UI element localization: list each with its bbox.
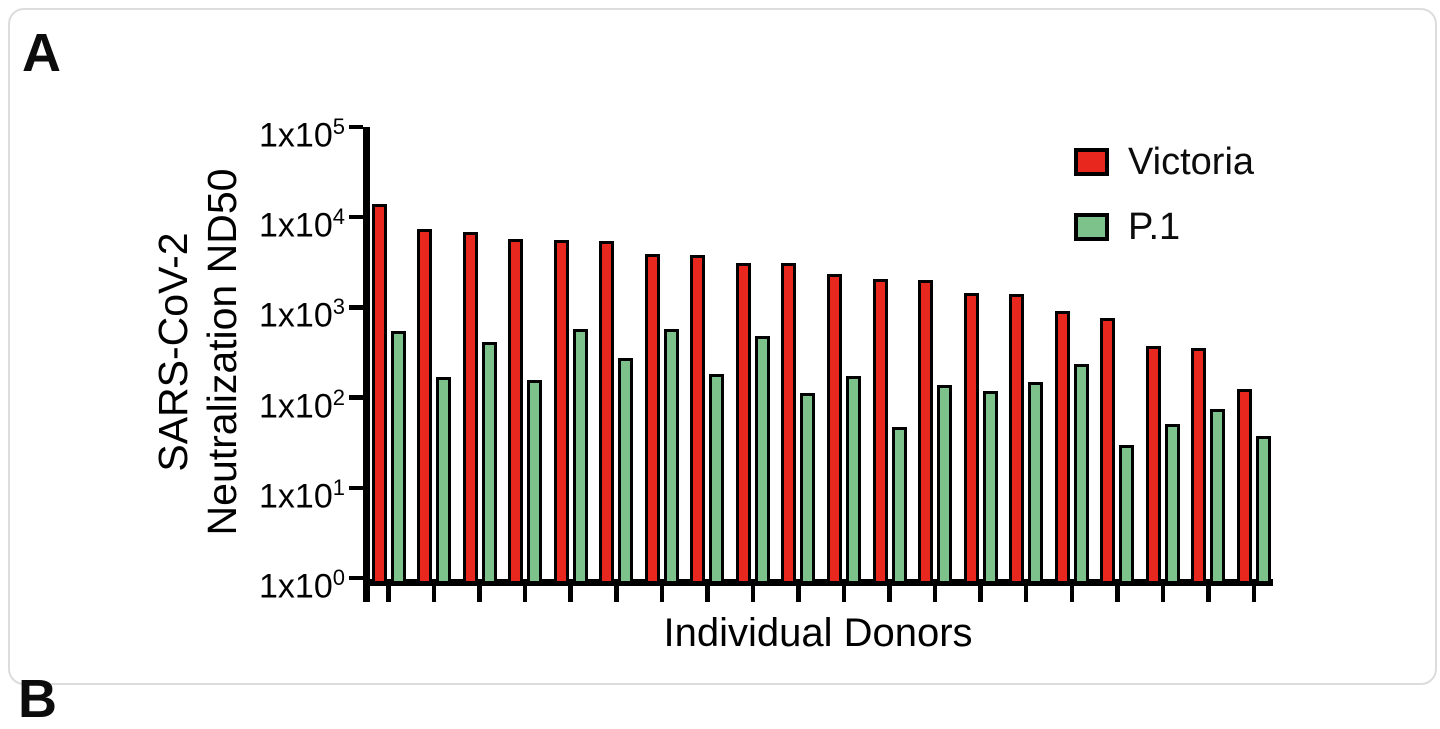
bar-victoria-3 [462,231,478,584]
y-tick-label-1e1: 1x101 [259,474,345,516]
x-tick-donor-11 [841,579,847,602]
p1-legend-swatch [1074,213,1109,241]
bar-p1-6 [618,357,634,584]
panel-a-label: A [22,23,61,83]
x-tick-donor-19 [1206,579,1211,602]
bar-victoria-5 [553,239,569,584]
bar-p1-12 [891,426,907,584]
bar-victoria-16 [1054,310,1070,584]
x-tick-donor-9 [750,579,756,602]
bar-p1-3 [481,341,497,584]
x-tick-donor-5 [568,579,573,602]
bar-p1-9 [754,335,770,584]
x-tick-donor-3 [477,579,482,602]
x-tick-donor-10 [796,579,801,602]
bar-p1-11 [846,376,861,584]
legend-item-p1: P.1 [1074,208,1180,246]
x-tick-donor-6 [614,579,619,602]
x-tick-donor-4 [522,579,528,602]
bar-victoria-6 [599,241,615,584]
x-tick-donor-17 [1115,579,1120,602]
bar-victoria-13 [918,279,934,584]
y-tick-label-1e2: 1x102 [259,384,345,426]
bar-p1-5 [572,329,588,584]
bar-victoria-12 [872,278,888,584]
y-tick-1e5 [349,124,363,130]
panel-b-label: B [18,669,57,729]
bar-p1-1 [390,330,406,584]
y-tick-1e0 [349,575,363,581]
bar-victoria-8 [690,255,706,584]
bar-victoria-18 [1145,345,1161,584]
bar-p1-4 [527,379,543,584]
bar-victoria-4 [508,238,524,584]
bar-p1-17 [1119,445,1135,584]
bar-p1-16 [1073,363,1089,584]
y-tick-label-1e4: 1x104 [259,204,345,245]
bar-p1-13 [937,384,953,584]
x-tick-donor-15 [1023,579,1029,602]
legend-item-victoria: Victoria [1074,143,1254,181]
y-tick-1e2 [349,395,363,400]
y-tick-1e1 [349,485,363,491]
y-axis-title-line1: SARS-CoV-2 [150,232,196,472]
x-tick-donor-18 [1160,579,1166,602]
p1-legend-label: P.1 [1128,206,1181,248]
x-tick-donor-2 [431,579,437,602]
bar-p1-18 [1164,423,1180,584]
bar-p1-2 [436,377,452,584]
y-tick-label-1e3: 1x103 [259,294,345,335]
y-tick-1e4 [349,214,363,220]
x-axis-title: Individual Donors [663,611,973,655]
bar-p1-15 [1028,382,1044,584]
x-axis-line [363,579,1273,586]
victoria-legend-label: Victoria [1128,141,1255,183]
x-tick-donor-1 [386,579,391,602]
bar-victoria-15 [1009,293,1025,584]
x-tick-donor-8 [705,579,710,602]
y-tick-1e3 [349,305,363,310]
x-tick-donor-16 [1069,579,1074,602]
bar-victoria-10 [781,263,797,584]
bar-victoria-1 [371,204,387,584]
bar-victoria-20 [1236,388,1252,584]
bar-p1-8 [709,373,725,584]
bar-victoria-17 [1100,317,1116,584]
y-tick-label-1e5: 1x105 [259,114,345,155]
bar-victoria-7 [644,254,660,584]
bar-p1-7 [663,329,679,584]
bar-victoria-11 [827,273,842,584]
bar-p1-14 [982,390,998,584]
bar-victoria-2 [417,228,433,584]
bar-victoria-9 [735,263,751,584]
x-tick-donor-13 [932,579,938,602]
x-tick-donor-12 [887,579,892,602]
bar-victoria-19 [1191,348,1207,584]
bar-p1-10 [800,392,816,584]
bar-p1-19 [1210,408,1226,584]
victoria-legend-swatch [1074,148,1109,176]
x-tick-donor-20 [1251,579,1257,602]
y-tick-label-1e0: 1x100 [259,565,345,606]
x-tick-donor-7 [659,579,665,602]
x-tick-donor-14 [978,579,983,602]
bar-victoria-14 [963,292,979,584]
bar-p1-20 [1255,435,1271,584]
y-axis-line [363,127,370,602]
